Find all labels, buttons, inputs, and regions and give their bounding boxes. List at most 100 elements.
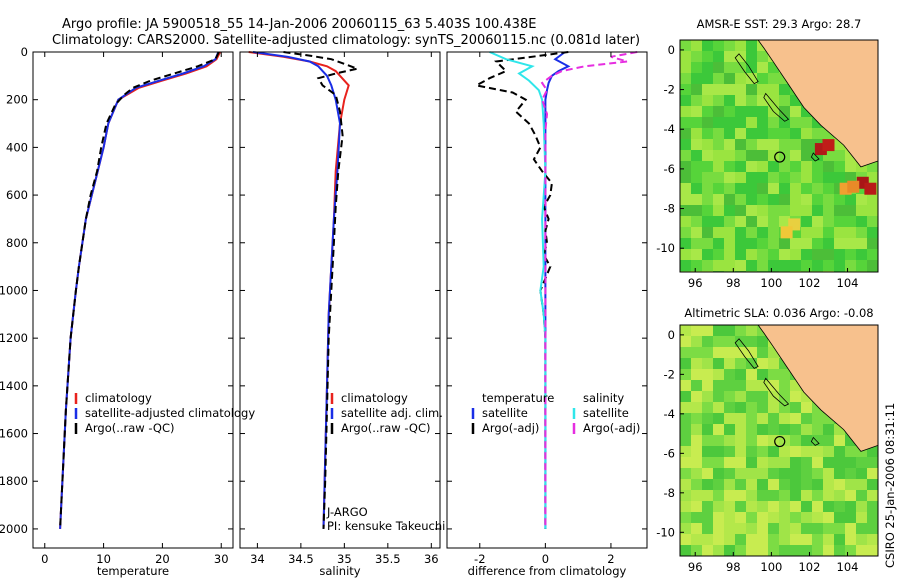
map-cell	[812, 238, 823, 249]
map-cell	[834, 249, 845, 260]
map-cell	[735, 51, 746, 62]
map-cell	[768, 249, 779, 260]
map-cell	[845, 150, 856, 161]
map-cell	[790, 183, 801, 194]
map-cell	[790, 468, 801, 479]
map-cell	[746, 106, 757, 117]
map-cell	[779, 479, 790, 490]
map-cell	[779, 216, 790, 227]
map-cell	[746, 95, 757, 106]
map-cell	[779, 424, 790, 435]
map-cell	[702, 457, 713, 468]
map-cell	[713, 479, 724, 490]
map-cell	[702, 325, 713, 336]
map-cell	[702, 216, 713, 227]
map-cell	[680, 435, 691, 446]
map-cell	[757, 238, 768, 249]
map-cell	[680, 380, 691, 391]
map-cell	[724, 534, 735, 545]
map-cell	[680, 51, 691, 62]
map-cell	[724, 161, 735, 172]
map-cell	[845, 161, 856, 172]
map-cell	[746, 468, 757, 479]
map-cell	[812, 512, 823, 523]
map-cell	[713, 95, 724, 106]
legend-label: temperature	[482, 391, 554, 405]
map-cell	[713, 249, 724, 260]
map-cell	[790, 238, 801, 249]
map-cell	[845, 512, 856, 523]
map-cell	[713, 227, 724, 238]
map-cell	[801, 106, 812, 117]
map-cell	[680, 457, 691, 468]
map-cell	[691, 216, 702, 227]
map-cell	[856, 545, 867, 556]
map-cell	[790, 249, 801, 260]
y-tick-label: -10	[656, 525, 675, 539]
x-tick-label: 0	[542, 552, 549, 566]
map-title: Altimetric SLA: 0.036 Argo: -0.08	[684, 306, 873, 320]
map-cell	[746, 424, 757, 435]
map-title: AMSR-E SST: 29.3 Argo: 28.7	[697, 17, 862, 31]
map-cell	[702, 238, 713, 249]
x-tick-label: 36	[424, 552, 439, 566]
map-cell	[713, 73, 724, 84]
map-cell	[691, 391, 702, 402]
map-cell	[812, 150, 823, 161]
map-cell	[702, 73, 713, 84]
map-cell	[812, 490, 823, 501]
legend-label: climatology	[85, 391, 152, 405]
map-cell	[713, 161, 724, 172]
map-cell	[702, 205, 713, 216]
map-cell	[713, 128, 724, 139]
map-cell	[812, 194, 823, 205]
map-cell	[713, 260, 724, 271]
map-cell	[834, 172, 845, 183]
map-cell	[757, 402, 768, 413]
map-cell	[823, 424, 834, 435]
map-cell	[834, 490, 845, 501]
map-cell	[867, 479, 878, 490]
map-cell	[801, 413, 812, 424]
map-cell	[812, 227, 823, 238]
map-cell	[823, 457, 834, 468]
map-cell	[780, 226, 793, 239]
map-cell	[845, 479, 856, 490]
map-cell	[801, 216, 812, 227]
map-cell	[801, 457, 812, 468]
map-cell	[735, 501, 746, 512]
salinity-panel: 34 34.5 35 35.5 36 salinity climatologysatelli…	[239, 51, 445, 578]
series-line-climatology	[248, 51, 350, 529]
map-cell	[845, 249, 856, 260]
argo-position-marker	[774, 151, 786, 163]
map-cell	[724, 413, 735, 424]
map-cell	[790, 194, 801, 205]
legend-label: Argo(-adj)	[482, 421, 539, 435]
map-cell	[768, 238, 779, 249]
map-cell	[768, 424, 779, 435]
y-tick-label: 1800	[0, 474, 28, 488]
map-cell	[834, 545, 845, 556]
map-cell	[823, 205, 834, 216]
map-cell	[746, 402, 757, 413]
legend-label: satellite-adjusted climatology	[85, 406, 255, 420]
series-line-satellite-adjusted-climatology	[59, 51, 220, 529]
map-cell	[746, 479, 757, 490]
map-cell	[691, 501, 702, 512]
map-cell	[735, 523, 746, 534]
map-cell	[691, 84, 702, 95]
map-cell	[702, 358, 713, 369]
map-cell	[691, 512, 702, 523]
map-cell	[757, 51, 768, 62]
y-tick-label: -8	[664, 202, 675, 216]
map-cell	[834, 161, 845, 172]
map-cell	[790, 545, 801, 556]
map-cell	[746, 358, 757, 369]
map-cell	[790, 490, 801, 501]
map-cell	[757, 435, 768, 446]
map-cell	[702, 51, 713, 62]
map-cell	[845, 457, 856, 468]
map-cell	[834, 479, 845, 490]
map-cell	[691, 73, 702, 84]
map-cell	[812, 216, 823, 227]
